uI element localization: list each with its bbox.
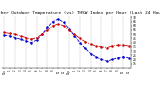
Title: Milwaukee Weather Outdoor Temperature (vs) THSW Index per Hour (Last 24 Hours): Milwaukee Weather Outdoor Temperature (v…	[0, 11, 160, 15]
